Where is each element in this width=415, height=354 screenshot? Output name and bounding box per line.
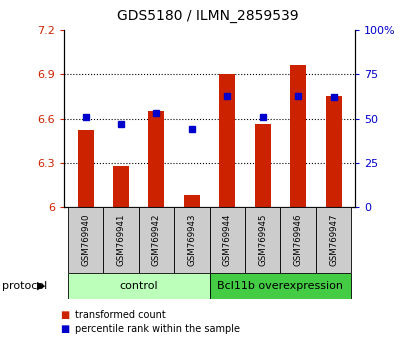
Text: GSM769944: GSM769944 xyxy=(223,213,232,266)
Bar xyxy=(68,207,103,273)
Text: control: control xyxy=(120,281,158,291)
Bar xyxy=(103,207,139,273)
Text: GSM769941: GSM769941 xyxy=(117,213,125,266)
Bar xyxy=(245,207,281,273)
Bar xyxy=(113,166,129,207)
Bar xyxy=(281,207,316,273)
Bar xyxy=(149,111,164,207)
Text: GSM769946: GSM769946 xyxy=(294,213,303,266)
Text: GSM769940: GSM769940 xyxy=(81,213,90,266)
Text: transformed count: transformed count xyxy=(75,310,166,320)
Text: protocol: protocol xyxy=(2,281,47,291)
Text: GSM769945: GSM769945 xyxy=(258,213,267,266)
Bar xyxy=(210,273,351,299)
Bar xyxy=(68,273,210,299)
Text: GSM769947: GSM769947 xyxy=(329,213,338,266)
Bar xyxy=(316,207,351,273)
Bar xyxy=(78,130,93,207)
Bar xyxy=(326,97,342,207)
Bar xyxy=(184,195,200,207)
Bar xyxy=(210,207,245,273)
Text: percentile rank within the sample: percentile rank within the sample xyxy=(75,324,240,334)
Text: ▶: ▶ xyxy=(37,281,45,291)
Text: GSM769942: GSM769942 xyxy=(152,213,161,266)
Text: Bcl11b overexpression: Bcl11b overexpression xyxy=(217,281,344,291)
Bar xyxy=(219,74,235,207)
Bar xyxy=(255,125,271,207)
Bar xyxy=(139,207,174,273)
Text: GSM769943: GSM769943 xyxy=(187,213,196,266)
Text: ■: ■ xyxy=(60,310,69,320)
Bar xyxy=(174,207,210,273)
Bar xyxy=(290,65,306,207)
Text: ■: ■ xyxy=(60,324,69,334)
Text: GDS5180 / ILMN_2859539: GDS5180 / ILMN_2859539 xyxy=(117,9,298,23)
